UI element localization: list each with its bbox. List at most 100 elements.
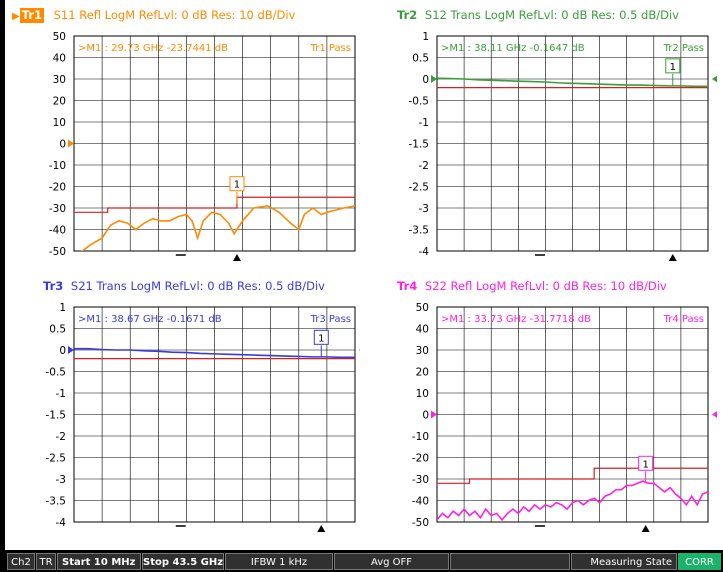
y-tick-label: 0.5 bbox=[49, 324, 66, 336]
trace-header[interactable]: ▶ Tr1 S11 Refl LogM RefLvl: 0 dB Res: 10 … bbox=[12, 8, 295, 24]
trace-header[interactable]: Tr4 S22 Refl LogM RefLvl: 0 dB Res: 10 d… bbox=[397, 279, 667, 294]
marker-number: 1 bbox=[670, 62, 676, 73]
marker-position-icon[interactable] bbox=[668, 254, 677, 261]
y-tick-label: 30 bbox=[53, 74, 66, 86]
limit-pass-label: Tr4 Pass bbox=[663, 314, 704, 325]
trace-panel-tr1[interactable]: ▶ Tr1 S11 Refl LogM RefLvl: 0 dB Res: 10 … bbox=[10, 8, 360, 270]
ref-level-left-icon[interactable] bbox=[68, 139, 74, 148]
y-tick-label: 0 bbox=[422, 74, 429, 86]
y-tick-label: -2.5 bbox=[46, 453, 67, 465]
y-tick-label: 1 bbox=[422, 31, 429, 43]
y-tick-label: -50 bbox=[412, 517, 429, 529]
measurement-trace[interactable] bbox=[74, 205, 355, 255]
trigger-indicator[interactable]: TR bbox=[36, 553, 56, 570]
marker-readout: >M1 : 33.73 GHz -31.7718 dB bbox=[441, 314, 591, 325]
y-tick-label: -1 bbox=[56, 388, 66, 400]
y-tick-label: 50 bbox=[53, 31, 66, 43]
y-tick-label: -40 bbox=[49, 225, 66, 237]
y-tick-label: 1 bbox=[59, 302, 66, 314]
limit-pass-label: Tr2 Pass bbox=[663, 43, 704, 54]
y-tick-label: 0.5 bbox=[412, 53, 429, 65]
y-tick-label: -4 bbox=[56, 517, 67, 529]
y-tick-label: -3 bbox=[419, 203, 429, 215]
y-tick-label: -1.5 bbox=[46, 410, 67, 422]
status-spacer bbox=[450, 553, 570, 570]
ref-level-left-icon[interactable] bbox=[431, 75, 437, 83]
averaging-setting[interactable]: Avg OFF bbox=[334, 553, 449, 570]
ref-level-left-icon[interactable] bbox=[431, 410, 437, 419]
marker-number: 1 bbox=[318, 333, 324, 344]
y-tick-label: -2 bbox=[56, 431, 66, 443]
trace-plot-tr2[interactable]: 1 0.5 0 -0.5 -1 -1.5 -2 -2.5 -3 -3.5 -4 >M1 : 38.11… bbox=[367, 10, 717, 270]
y-tick-label: -40 bbox=[412, 496, 429, 508]
ref-level-right-icon[interactable] bbox=[712, 411, 717, 419]
y-tick-label: -1 bbox=[419, 117, 429, 129]
ref-level-right-icon[interactable] bbox=[359, 140, 360, 148]
trace-id[interactable]: Tr3 bbox=[43, 279, 64, 293]
marker-flag[interactable] bbox=[313, 329, 329, 345]
y-tick-label: -20 bbox=[412, 453, 429, 465]
marker-number: 1 bbox=[234, 180, 240, 191]
ref-level-right-icon[interactable] bbox=[359, 346, 360, 354]
y-tick-label: 30 bbox=[416, 345, 429, 357]
status-bar: Ch2 TR Start 10 MHz Stop 43.5 GHz IFBW 1… bbox=[5, 551, 723, 572]
trace-id[interactable]: Tr4 bbox=[397, 279, 418, 293]
measurement-trace[interactable] bbox=[437, 77, 708, 88]
marker-flag[interactable] bbox=[665, 58, 681, 74]
marker-position-icon[interactable] bbox=[232, 254, 241, 261]
trace-panel-tr2[interactable]: Tr2 S12 Trans LogM RefLvl: 0 dB Res: 0.5… bbox=[367, 8, 717, 270]
y-tick-label: -3 bbox=[56, 474, 66, 486]
trace-params: S12 Trans LogM RefLvl: 0 dB Res: 0.5 dB/… bbox=[424, 8, 679, 22]
trace-plot-tr4[interactable]: 50 40 30 20 10 0 -10 -20 -30 -40 -50 >M1 : 33.73 GH… bbox=[367, 281, 717, 541]
limit-line bbox=[437, 467, 708, 484]
y-tick-label: 40 bbox=[53, 53, 66, 65]
trace-id[interactable]: Tr1 bbox=[19, 8, 44, 23]
y-tick-label: 0 bbox=[422, 410, 429, 422]
marker-position-icon[interactable] bbox=[317, 525, 326, 532]
y-tick-label: 50 bbox=[416, 302, 429, 314]
correction-indicator[interactable]: CORR bbox=[678, 553, 721, 570]
y-tick-label: 20 bbox=[53, 96, 66, 108]
trace-plot-tr1[interactable]: 50 40 30 20 10 0 -10 -20 -30 -40 -50 >M1 : 29.73 GH… bbox=[10, 10, 360, 270]
y-tick-label: -1.5 bbox=[409, 139, 430, 151]
y-tick-label: -3.5 bbox=[409, 225, 430, 237]
ref-level-right-icon[interactable] bbox=[712, 75, 717, 83]
trace-params: S22 Refl LogM RefLvl: 0 dB Res: 10 dB/Di… bbox=[424, 279, 667, 293]
trace-header[interactable]: Tr2 S12 Trans LogM RefLvl: 0 dB Res: 0.5… bbox=[397, 8, 679, 23]
limit-line bbox=[74, 196, 355, 213]
y-tick-label: -10 bbox=[49, 160, 66, 172]
marker-readout: >M1 : 29.73 GHz -23.7441 dB bbox=[78, 43, 228, 54]
trace-header[interactable]: Tr3 S21 Trans LogM RefLvl: 0 dB Res: 0.5… bbox=[43, 279, 325, 294]
trace-panel-tr4[interactable]: Tr4 S22 Refl LogM RefLvl: 0 dB Res: 10 d… bbox=[367, 279, 717, 541]
y-tick-label: -4 bbox=[419, 246, 430, 258]
limit-pass-label: Tr1 Pass bbox=[310, 43, 351, 54]
marker-position-icon[interactable] bbox=[641, 525, 650, 532]
y-tick-label: -0.5 bbox=[409, 96, 430, 108]
measurement-trace[interactable] bbox=[437, 480, 708, 522]
marker-flag[interactable] bbox=[638, 455, 654, 471]
limit-pass-label: Tr3 Pass bbox=[310, 314, 351, 325]
trace-params: S21 Trans LogM RefLvl: 0 dB Res: 0.5 dB/… bbox=[70, 279, 325, 293]
trace-plot-tr3[interactable]: 1 0.5 0 -0.5 -1 -1.5 -2 -2.5 -3 -3.5 -4 >M1 : 38.67… bbox=[10, 281, 360, 541]
y-tick-label: 10 bbox=[416, 388, 429, 400]
y-tick-label: -50 bbox=[49, 246, 66, 258]
trace-panel-tr3[interactable]: Tr3 S21 Trans LogM RefLvl: 0 dB Res: 0.5… bbox=[10, 279, 360, 541]
y-tick-label: 20 bbox=[416, 367, 429, 379]
marker-number: 1 bbox=[642, 459, 648, 470]
stop-frequency[interactable]: Stop 43.5 GHz bbox=[142, 553, 224, 570]
trace-id[interactable]: Tr2 bbox=[397, 8, 418, 22]
y-tick-label: -2.5 bbox=[409, 182, 430, 194]
y-tick-label: -10 bbox=[412, 431, 429, 443]
y-tick-label: -30 bbox=[412, 474, 429, 486]
ifbw-setting[interactable]: IFBW 1 kHz bbox=[225, 553, 333, 570]
trace-params: S11 Refl LogM RefLvl: 0 dB Res: 10 dB/Di… bbox=[53, 8, 296, 22]
marker-flag[interactable] bbox=[229, 176, 245, 192]
channel-indicator[interactable]: Ch2 bbox=[7, 553, 35, 570]
y-tick-label: -0.5 bbox=[46, 367, 67, 379]
y-tick-label: -2 bbox=[419, 160, 429, 172]
vna-display: ▶ Tr1 S11 Refl LogM RefLvl: 0 dB Res: 10 … bbox=[5, 0, 723, 550]
measurement-trace[interactable] bbox=[74, 347, 355, 359]
start-frequency[interactable]: Start 10 MHz bbox=[57, 553, 141, 570]
active-trace-arrow-icon: ▶ bbox=[12, 11, 20, 22]
ref-level-left-icon[interactable] bbox=[68, 346, 74, 354]
